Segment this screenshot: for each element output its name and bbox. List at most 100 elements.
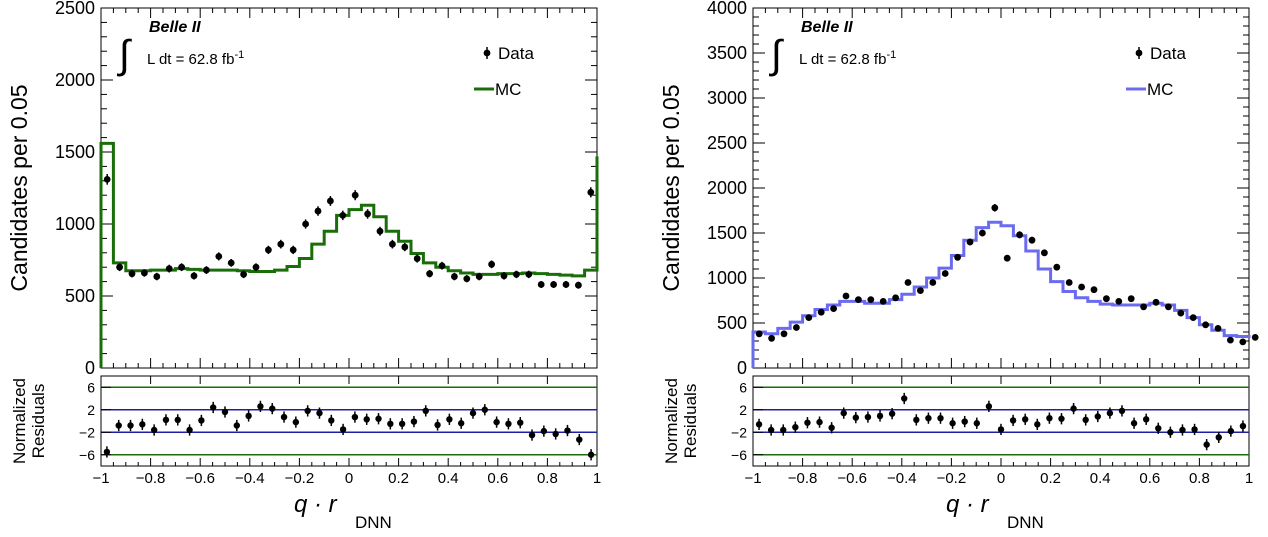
data-point: [463, 275, 471, 283]
x-tick-label: −0.2: [937, 470, 967, 487]
residual-y-tick-label: 6: [87, 379, 95, 395]
residual-point: [517, 419, 524, 426]
data-point: [929, 279, 937, 286]
mc-histogram: [751, 220, 1251, 368]
luminosity-label: L dt = 62.8 fb-1: [147, 49, 244, 68]
residual-point: [127, 422, 134, 429]
residual-point: [1142, 416, 1150, 423]
data-point: [302, 220, 309, 228]
data-point: [879, 298, 887, 305]
data-point: [575, 281, 582, 289]
experiment-label: Belle II: [149, 19, 201, 36]
data-point: [817, 308, 825, 316]
residual-point: [410, 418, 418, 425]
data-point: [240, 271, 248, 278]
residual-point: [233, 422, 241, 429]
data-point: [941, 270, 949, 277]
data-point: [550, 281, 557, 288]
residual-point: [913, 416, 920, 424]
residual-point: [1070, 405, 1077, 412]
y-axis-title: Candidates per 0.05: [658, 84, 684, 291]
data-point: [252, 263, 260, 271]
data-point: [1053, 263, 1061, 271]
residual-point: [221, 408, 229, 416]
residual-point: [269, 405, 276, 412]
residual-point: [997, 426, 1005, 433]
y-tick-label: 1500: [707, 223, 747, 243]
data-point: [1251, 334, 1259, 341]
residual-point: [316, 409, 323, 417]
integral-sign: ∫: [117, 33, 133, 77]
residual-point: [481, 406, 489, 413]
residual-point: [1227, 427, 1235, 435]
residual-point: [304, 407, 311, 415]
residual-point: [901, 395, 908, 402]
data-point: [190, 272, 198, 280]
data-point: [842, 292, 850, 300]
x-tick-label: −1: [92, 470, 109, 487]
residual-y-tick-label: −6: [731, 447, 747, 463]
residual-point: [387, 420, 394, 428]
x-tick-label: 0.8: [537, 470, 558, 487]
x-tick-label: 0: [997, 470, 1005, 487]
residual-point: [792, 423, 799, 431]
data-point: [537, 281, 545, 288]
residual-point: [422, 407, 429, 415]
y-tick-label: 2000: [55, 70, 95, 90]
data-point: [141, 269, 148, 277]
data-point: [1227, 336, 1234, 344]
data-point: [153, 273, 161, 280]
x-tick-label: −0.8: [136, 470, 166, 487]
y-tick-label: 1500: [55, 142, 95, 162]
residual-point: [162, 416, 170, 424]
data-point: [339, 211, 347, 219]
data-point: [1127, 295, 1135, 303]
x-tick-label: 0.8: [1189, 470, 1210, 487]
data-point: [805, 314, 813, 321]
x-axis-title: q · r: [294, 491, 338, 518]
data-point: [768, 334, 775, 342]
residual-point: [1203, 441, 1210, 448]
residual-point: [780, 426, 787, 434]
residual-point: [1191, 426, 1198, 433]
y-tick-label: 4000: [707, 0, 747, 18]
data-point: [1214, 325, 1222, 332]
data-point: [892, 294, 899, 302]
x-tick-label: −1: [744, 470, 761, 487]
data-point: [755, 330, 763, 338]
x-axis-title-subscript: DNN: [1007, 513, 1044, 532]
data-point: [215, 253, 223, 260]
data-point: [1016, 231, 1023, 239]
data-point: [1003, 254, 1011, 262]
residual-point: [493, 418, 500, 426]
data-point: [1115, 298, 1123, 305]
data-point: [451, 273, 458, 280]
mc-histogram: [99, 141, 599, 368]
residual-point: [1130, 420, 1138, 427]
data-point: [562, 281, 570, 288]
residual-point: [961, 418, 968, 425]
y-tick-label: 2000: [707, 178, 747, 198]
residual-y-tick-label: −2: [79, 424, 95, 440]
residual-point: [1215, 434, 1222, 441]
residual-point: [292, 418, 300, 426]
residual-y-title-line2: Residuals: [29, 384, 48, 459]
residual-point: [576, 436, 583, 443]
data-point: [855, 296, 862, 303]
data-point: [793, 324, 800, 331]
residual-point: [339, 426, 347, 433]
residual-point: [888, 410, 896, 417]
y-tick-label: 1000: [707, 268, 747, 288]
residual-point: [925, 414, 932, 422]
residual-y-tick-label: 6: [739, 379, 747, 395]
data-point: [966, 238, 974, 246]
residual-point: [174, 416, 181, 424]
x-tick-label: −0.6: [837, 470, 867, 487]
data-point: [587, 188, 595, 196]
residual-point: [1034, 421, 1041, 428]
residual-point: [528, 431, 536, 439]
data-point: [488, 260, 495, 268]
data-point: [289, 246, 297, 254]
residual-point: [1046, 414, 1053, 422]
